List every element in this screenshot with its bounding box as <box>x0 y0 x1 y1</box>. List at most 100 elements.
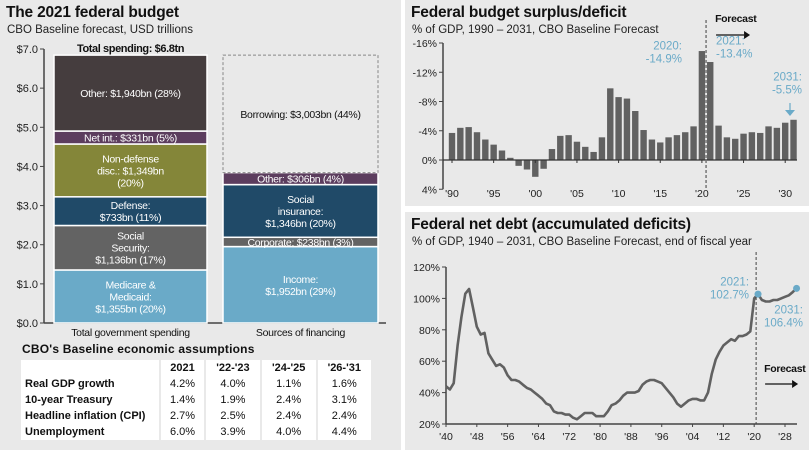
deficit-bar <box>548 149 556 160</box>
budget-panel: The 2021 federal budget CBO Baseline for… <box>0 0 401 450</box>
cell: 1.6% <box>315 376 371 392</box>
x-tick-label: '40 <box>439 431 453 443</box>
y-tick-label: 100% <box>413 293 440 305</box>
y-tick-label: -12% <box>412 67 437 79</box>
column-header: '26-'31 <box>315 360 371 376</box>
cell: 4.0% <box>259 424 317 440</box>
y-tick-label: -16% <box>412 38 437 50</box>
segment-label: Security: <box>111 243 149 255</box>
deficit-bar <box>515 160 522 166</box>
y-tick-label: -8% <box>418 97 437 109</box>
x-tick-label: '90 <box>445 188 459 200</box>
x-tick-label: '25 <box>737 188 751 200</box>
deficit-bar <box>623 98 631 160</box>
bar-segment-social-insurance <box>222 183 379 239</box>
budget-subtitle: CBO Baseline forecast, USD trillions <box>7 24 193 36</box>
annotation-2021: 2021: <box>716 36 745 48</box>
x-tick-label: '64 <box>532 431 546 443</box>
deficit-bar <box>765 126 772 160</box>
category-label: Total government spending <box>71 327 190 339</box>
segment-label: disc.: $1,349bn <box>97 165 164 177</box>
cell: 6.0% <box>158 424 206 440</box>
cell: 2.4% <box>315 408 371 424</box>
deficit-bar <box>482 139 489 160</box>
y-tick-label: $6.0 <box>17 83 38 95</box>
budget-title: The 2021 federal budget <box>6 4 179 21</box>
cell: 3.1% <box>315 392 371 408</box>
cell: 4.4% <box>315 424 371 440</box>
annotation-2031: 2031: <box>773 72 802 84</box>
deficit-bar <box>690 126 697 160</box>
x-tick-label: '28 <box>778 431 792 443</box>
deficit-bar <box>457 127 464 160</box>
annotation-2020: 2020: <box>653 41 682 53</box>
y-tick-label: $1.0 <box>17 279 38 291</box>
x-tick-label: '00 <box>528 188 542 200</box>
deficit-bar <box>757 132 764 160</box>
x-tick-label: '20 <box>747 431 761 443</box>
y-tick-label: $0.0 <box>17 318 38 330</box>
assumptions-header-row: 2021 '22-'23 '24-'25 '26-'31 <box>21 360 371 376</box>
deficit-bar <box>723 137 731 160</box>
segment-label: insurance: <box>278 206 323 218</box>
deficit-bar <box>590 151 597 160</box>
deficit-bar <box>673 135 681 160</box>
forecast-arrow-icon <box>744 31 751 39</box>
segment-label: Other: $306bn (4%) <box>257 174 344 186</box>
segment-label: $1,346bn (20%) <box>265 218 336 230</box>
y-tick-label: $4.0 <box>17 161 38 173</box>
deficit-bar <box>790 119 797 160</box>
deficit-bar <box>698 51 706 161</box>
deficit-bar <box>640 130 647 160</box>
table-row: Real GDP growth 4.2% 4.0% 1.1% 1.6% <box>21 376 371 392</box>
segment-label: $1,355bn (20%) <box>95 303 166 315</box>
y-tick-label: -4% <box>418 126 437 138</box>
bar-segment-other <box>53 54 208 132</box>
x-tick-label: '96 <box>655 431 669 443</box>
table-row: 10-year Treasury 1.4% 1.9% 2.4% 3.1% <box>21 392 371 408</box>
annotation-2020: -14.9% <box>646 54 682 66</box>
cell: 3.9% <box>204 424 261 440</box>
segment-label: Non-defense <box>102 153 159 165</box>
deficit-bar <box>648 139 656 160</box>
forecast-arrow-icon <box>792 380 799 388</box>
segment-label: Defense: <box>111 200 151 212</box>
table-row: Headline inflation (CPI) 2.7% 2.5% 2.4% … <box>21 408 371 424</box>
y-tick-label: 60% <box>419 356 440 368</box>
cell: 1.1% <box>259 376 317 392</box>
table-row: Unemployment 6.0% 3.9% 4.0% 4.4% <box>21 424 371 440</box>
y-tick-label: $5.0 <box>17 122 38 134</box>
deficit-bar <box>748 132 756 160</box>
assumptions-table: 2021 '22-'23 '24-'25 '26-'31 Real GDP gr… <box>21 360 371 440</box>
segment-label: $733bn (11%) <box>100 212 162 224</box>
x-tick-label: '10 <box>612 188 626 200</box>
y-tick-label: $2.0 <box>17 240 38 252</box>
deficit-bar <box>465 127 472 160</box>
x-tick-label: '48 <box>470 431 484 443</box>
x-tick-label: '30 <box>778 188 792 200</box>
cell: 2.4% <box>259 392 317 408</box>
segment-label: Medicare & <box>105 279 155 291</box>
debt-chart: 20% 40% 60% 80% 100% 120% '40 '48 '56 '64 '72 '80 '8… <box>413 252 807 443</box>
deficit-bar <box>573 141 581 160</box>
segment-label: $1,952bn (29%) <box>265 286 336 298</box>
y-tick-label: $3.0 <box>17 201 38 213</box>
segment-label: Borrowing: $3,003bn (44%) <box>240 109 360 121</box>
deficit-bar <box>657 142 664 160</box>
deficit-panel: Federal budget surplus/deficit % of GDP,… <box>405 0 809 206</box>
segment-label: Net int.: $331bn (5%) <box>84 133 177 145</box>
segment-label: Social <box>287 194 314 206</box>
annotation-2031: 106.4% <box>764 318 803 330</box>
x-tick-label: '88 <box>624 431 638 443</box>
deficit-bar <box>540 160 547 169</box>
deficit-bar <box>498 150 506 160</box>
debt-subtitle: % of GDP, 1940 – 2031, CBO Baseline Fore… <box>412 236 752 248</box>
y-tick-label: $7.0 <box>17 44 38 56</box>
category-label: Sources of financing <box>256 327 346 339</box>
deficit-bar <box>557 135 564 160</box>
deficit-bar <box>582 146 589 160</box>
x-tick-label: '04 <box>686 431 700 443</box>
y-tick-label: 80% <box>419 325 440 337</box>
deficit-bar <box>565 135 572 160</box>
cell: 1.4% <box>158 392 206 408</box>
